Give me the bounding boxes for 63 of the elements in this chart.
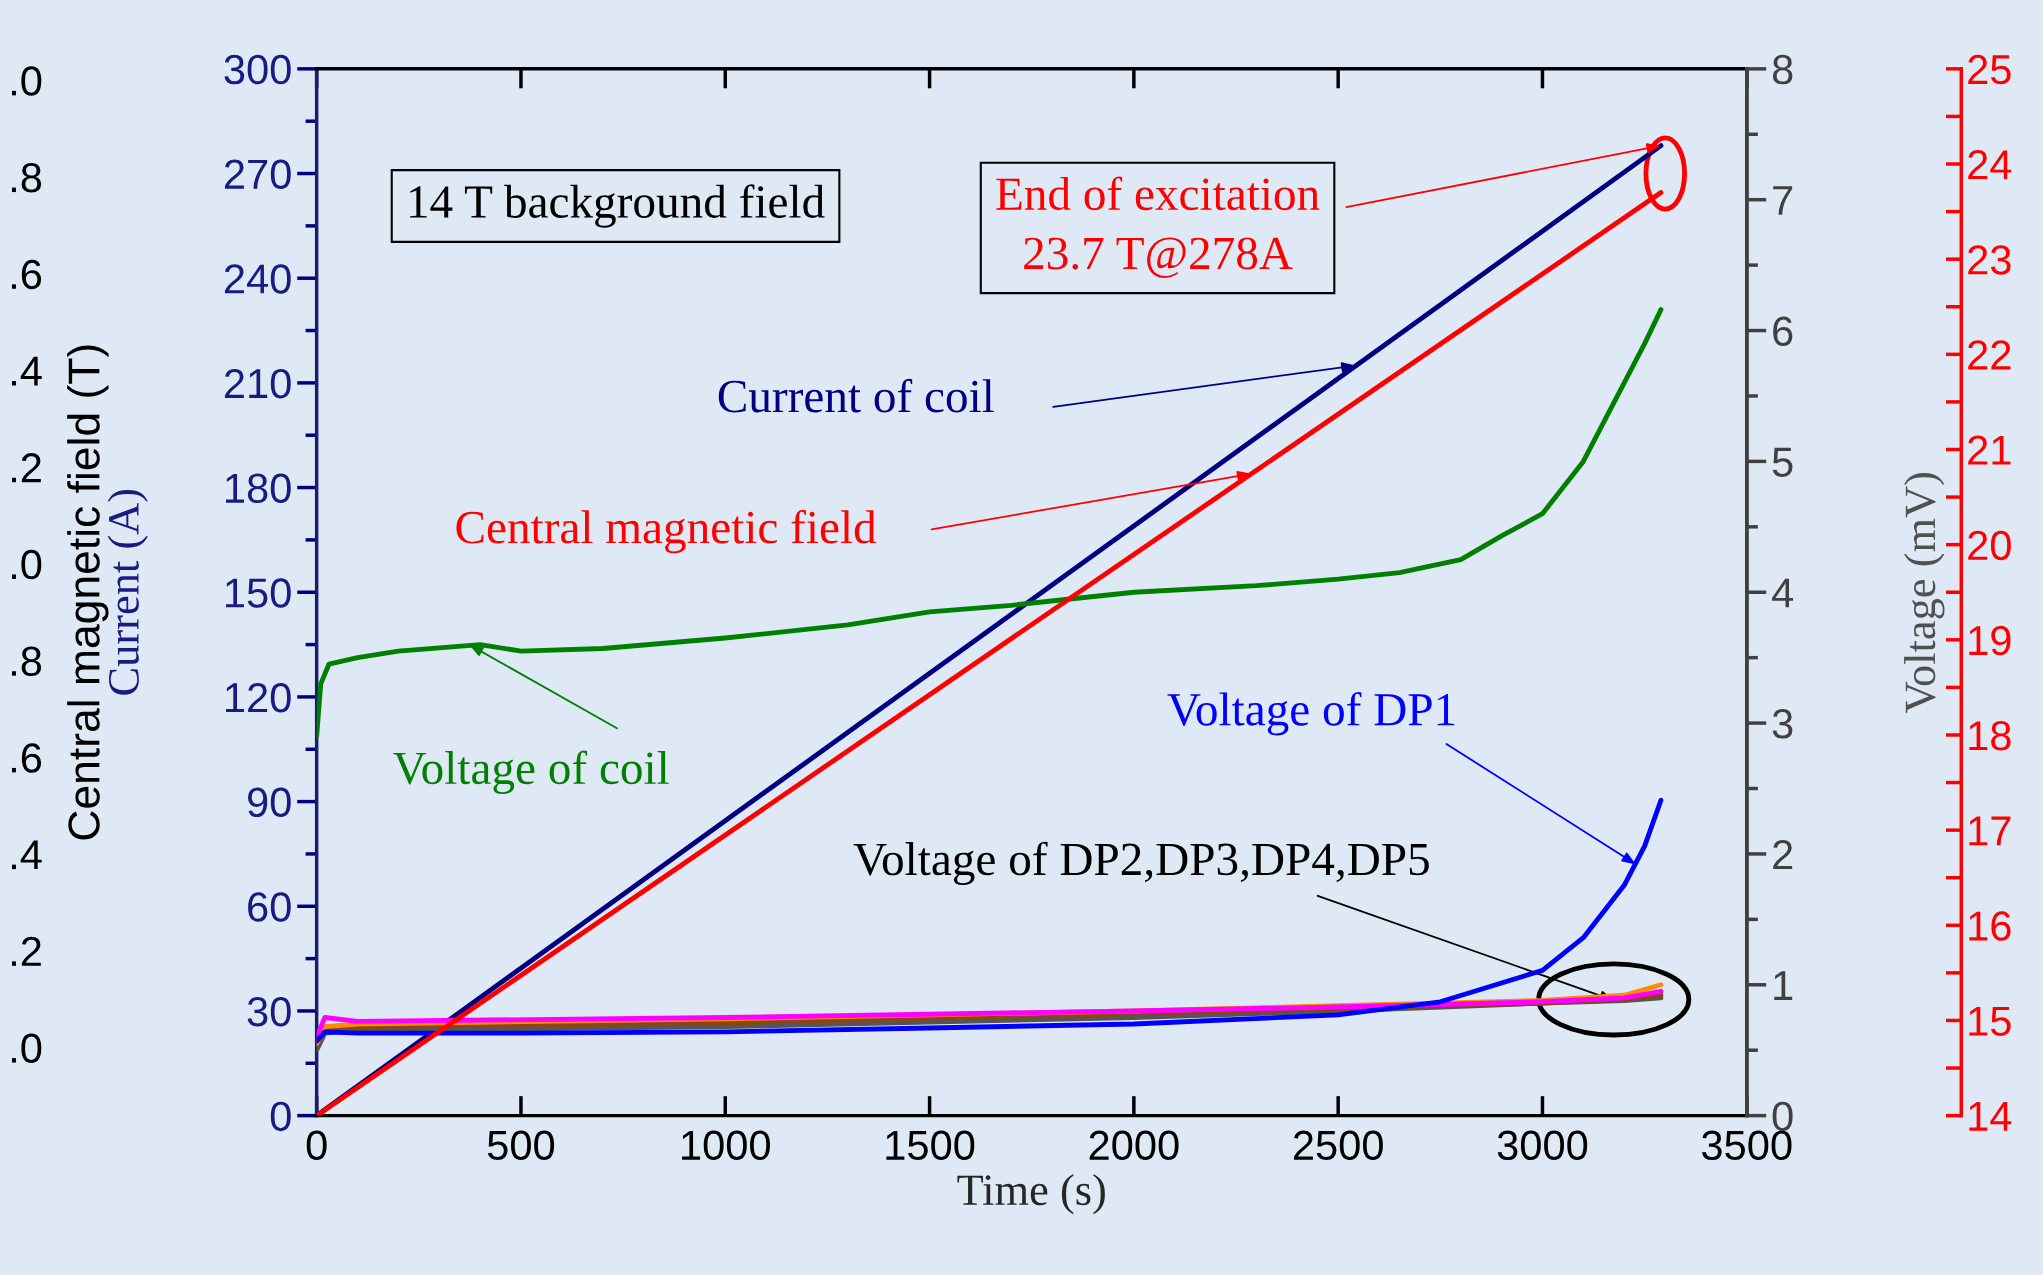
y-tick-label: 30 bbox=[247, 996, 291, 1027]
y-tick-label: 90 bbox=[247, 787, 291, 818]
y-tick-label: 240 bbox=[224, 264, 291, 294]
y2-tick-label: 4 bbox=[1772, 578, 1794, 608]
y-tick-label: 0 bbox=[270, 1101, 291, 1132]
y2-tick-label: 3 bbox=[1772, 709, 1793, 739]
text: .6 bbox=[11, 743, 42, 773]
y3-tick-label: 17 bbox=[1969, 816, 2011, 846]
annotation: Current of coil bbox=[718, 378, 994, 413]
annotation: Voltage of coil bbox=[393, 750, 669, 794]
annotation: End of excitation 23.7 T@278A bbox=[996, 176, 1320, 278]
y2-tick-label: 5 bbox=[1772, 447, 1793, 477]
text: .4 bbox=[11, 840, 42, 870]
annotation: Voltage of DP1 bbox=[1167, 691, 1455, 736]
y2-axis-title: Voltage (mV) bbox=[1904, 473, 1945, 713]
y-tick-label: 210 bbox=[224, 368, 291, 399]
y2-tick-label: 7 bbox=[1773, 186, 1793, 215]
text: .2 bbox=[11, 936, 41, 966]
x-tick-label: 1000 bbox=[682, 1130, 770, 1161]
y3-tick-label: 23 bbox=[1968, 245, 2011, 275]
y-tick-label: 120 bbox=[226, 682, 291, 713]
y2-tick-label: 8 bbox=[1772, 54, 1793, 85]
x-tick-label: 3500 bbox=[1702, 1130, 1792, 1161]
text: .0 bbox=[11, 1033, 42, 1063]
x-tick-label: 0 bbox=[306, 1130, 327, 1161]
text: .2 bbox=[11, 453, 41, 483]
x-tick-label: 2500 bbox=[1293, 1130, 1383, 1161]
line-series bbox=[316, 797, 1664, 1044]
x-tick-label: 500 bbox=[487, 1130, 555, 1161]
annotation: 14 T background field bbox=[410, 184, 825, 228]
y2-tick-label: 1 bbox=[1774, 971, 1793, 1000]
y-tick-label: 150 bbox=[226, 578, 291, 608]
y3-tick-label: 14 bbox=[1969, 1102, 2012, 1131]
y3-tick-label: 20 bbox=[1968, 530, 2011, 561]
x-tick-label: 1500 bbox=[886, 1130, 975, 1161]
text: .8 bbox=[11, 646, 42, 677]
y2-tick-label: 0 bbox=[1772, 1101, 1793, 1132]
y3-tick-label: 15 bbox=[1969, 1006, 2011, 1036]
y3-tick-label: 19 bbox=[1969, 625, 2011, 656]
annotation: Central magnetic field bbox=[456, 509, 877, 554]
text: .0 bbox=[11, 66, 42, 96]
y3-tick-label: 25 bbox=[1968, 54, 2011, 85]
y3-tick-label: 18 bbox=[1969, 720, 2011, 751]
text: .4 bbox=[11, 356, 42, 386]
text: .8 bbox=[11, 162, 42, 193]
y-tick-label: 270 bbox=[224, 159, 291, 190]
text: .0 bbox=[11, 549, 42, 580]
y2-tick-label: 6 bbox=[1773, 316, 1793, 347]
line-series bbox=[316, 307, 1664, 739]
x-tick-label: 3000 bbox=[1497, 1130, 1588, 1161]
y-tick-label: 300 bbox=[224, 54, 291, 85]
y3-axis-title: Central magnetic field (T) bbox=[67, 345, 109, 840]
y3-tick-label: 16 bbox=[1969, 911, 2011, 941]
y3-tick-label: 22 bbox=[1968, 340, 2011, 370]
x-axis-title: Time (s) bbox=[957, 1173, 1105, 1215]
x-tick-label: 2000 bbox=[1089, 1130, 1179, 1161]
text: .6 bbox=[11, 259, 42, 290]
y-tick-label: 60 bbox=[248, 892, 291, 922]
annotation: Voltage of DP2,DP3,DP4,DP5 bbox=[853, 841, 1429, 886]
y3-tick-label: 21 bbox=[1968, 435, 2011, 465]
y2-tick-label: 2 bbox=[1773, 839, 1793, 870]
y3-tick-label: 24 bbox=[1968, 150, 2012, 180]
y-tick-label: 180 bbox=[226, 473, 291, 504]
